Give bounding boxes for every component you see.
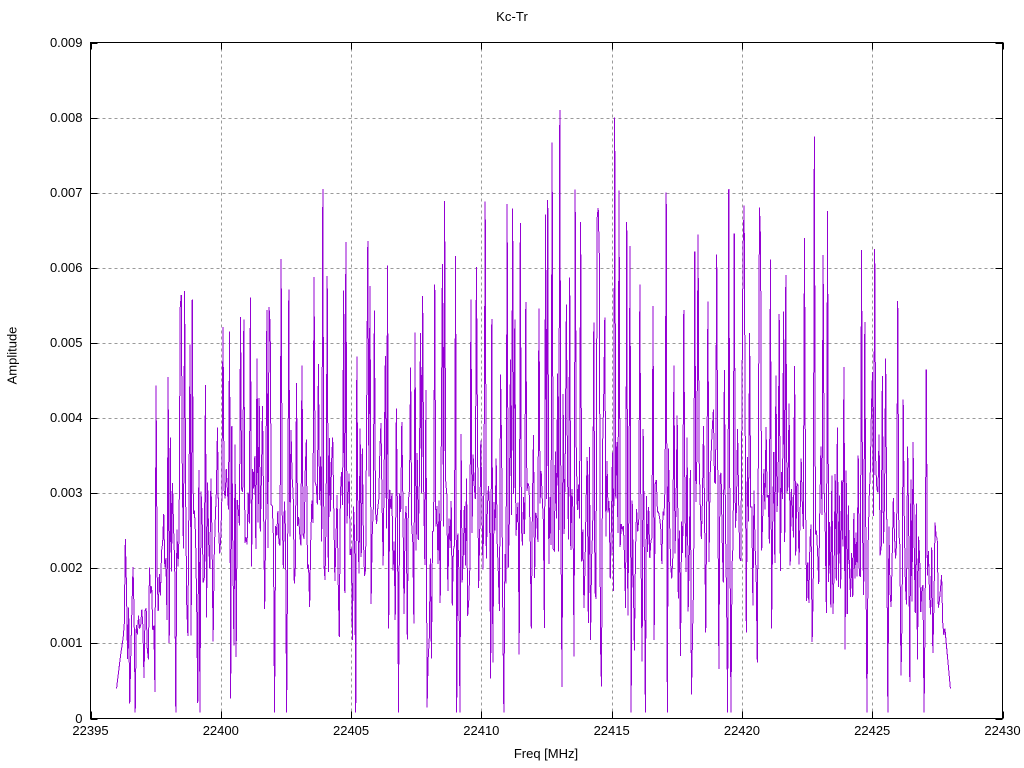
data-series-group — [116, 110, 951, 713]
y-axis-label: Amplitude — [4, 326, 20, 385]
data-series-line — [116, 110, 951, 713]
chart-title: Kc-Tr — [496, 9, 528, 24]
plot-border — [90, 42, 1003, 719]
axis-ticks — [90, 42, 1004, 720]
x-axis-label: Freq [MHz] — [513, 746, 579, 761]
